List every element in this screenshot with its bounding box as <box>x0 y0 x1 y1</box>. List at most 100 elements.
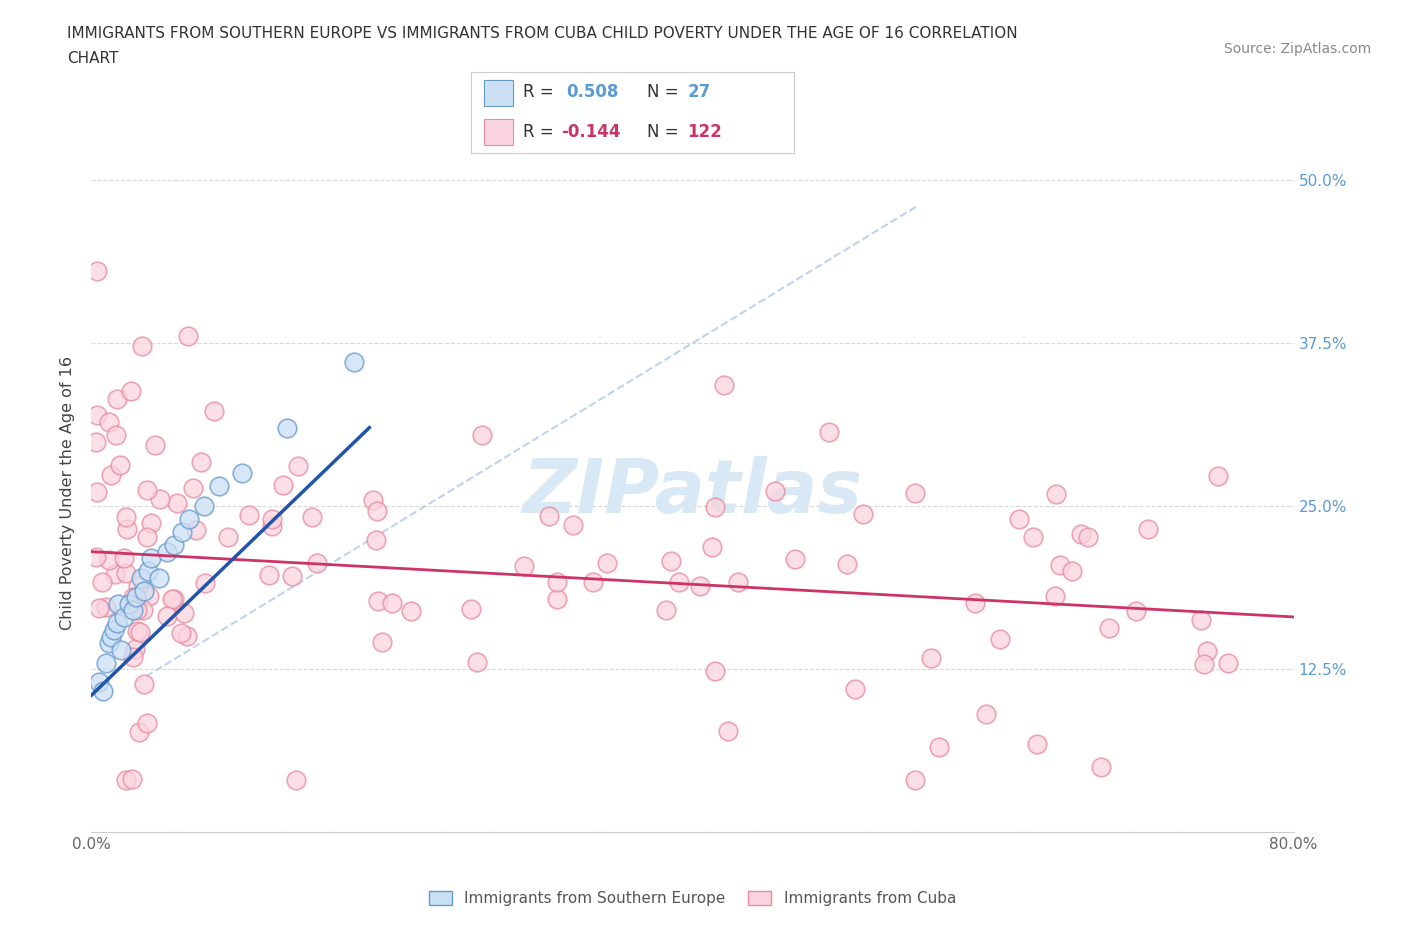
Point <box>136 530 159 545</box>
Point <box>160 591 183 606</box>
Point <box>121 772 143 787</box>
Point <box>361 492 384 507</box>
Point <box>713 378 735 392</box>
Point <box>170 525 193 539</box>
Point <box>1197 644 1219 658</box>
Point <box>1025 737 1047 751</box>
Point <box>1137 522 1160 537</box>
Point <box>149 491 172 506</box>
Point <box>181 481 204 496</box>
Text: 27: 27 <box>688 84 711 101</box>
Point <box>287 458 309 473</box>
Point <box>217 530 239 545</box>
Point <box>399 604 422 618</box>
Point <box>104 428 127 443</box>
Point <box>920 651 942 666</box>
Point <box>131 339 153 353</box>
Point <box>1216 656 1239 671</box>
Point <box>727 574 749 589</box>
Point <box>366 504 388 519</box>
Point <box>703 664 725 679</box>
Y-axis label: Child Poverty Under the Age of 16: Child Poverty Under the Age of 16 <box>60 356 76 630</box>
Point <box>852 506 875 521</box>
Legend: Immigrants from Southern Europe, Immigrants from Cuba: Immigrants from Southern Europe, Immigra… <box>429 891 956 906</box>
Point <box>93 684 115 698</box>
Point <box>546 591 568 606</box>
Point <box>177 329 200 344</box>
Point <box>1045 589 1067 604</box>
Point <box>129 570 152 585</box>
Text: IMMIGRANTS FROM SOUTHERN EUROPE VS IMMIGRANTS FROM CUBA CHILD POVERTY UNDER THE : IMMIGRANTS FROM SOUTHERN EUROPE VS IMMIG… <box>67 26 1018 41</box>
Point <box>818 424 841 439</box>
Point <box>717 724 740 738</box>
Point <box>121 649 143 664</box>
Point <box>98 415 121 430</box>
Point <box>1045 486 1067 501</box>
Point <box>194 576 217 591</box>
Point <box>1008 512 1031 526</box>
Point <box>654 603 676 618</box>
Point <box>381 596 404 611</box>
Point <box>702 539 724 554</box>
Point <box>100 468 122 483</box>
Point <box>124 642 146 657</box>
Point <box>281 568 304 583</box>
Text: R =: R = <box>523 123 554 141</box>
Point <box>465 654 488 669</box>
Point <box>108 458 131 472</box>
Point <box>118 596 141 611</box>
Point <box>86 263 108 278</box>
Text: 0.508: 0.508 <box>567 84 619 101</box>
Point <box>98 635 121 650</box>
Point <box>703 499 725 514</box>
Point <box>125 590 148 604</box>
Point <box>1125 604 1147 618</box>
Point <box>260 519 283 534</box>
Point <box>190 455 212 470</box>
Text: Source: ZipAtlas.com: Source: ZipAtlas.com <box>1223 42 1371 56</box>
Point <box>176 629 198 644</box>
Point <box>305 555 328 570</box>
Point <box>1022 529 1045 544</box>
Point <box>120 384 142 399</box>
Point <box>103 622 125 637</box>
Point <box>132 583 155 598</box>
Point <box>668 575 690 590</box>
Point <box>112 551 135 565</box>
Text: R =: R = <box>523 84 554 101</box>
Point <box>86 407 108 422</box>
Point <box>104 566 127 581</box>
Point <box>238 508 260 523</box>
Point <box>96 599 118 614</box>
Point <box>110 642 132 657</box>
Point <box>202 404 225 418</box>
Point <box>170 626 193 641</box>
Point <box>963 596 986 611</box>
Point <box>125 603 148 618</box>
Point <box>974 707 997 722</box>
Point <box>115 510 138 525</box>
Point <box>659 553 682 568</box>
Point <box>284 773 307 788</box>
Point <box>1077 530 1099 545</box>
Point <box>105 392 128 406</box>
Point <box>138 589 160 604</box>
Point <box>1206 469 1229 484</box>
Point <box>1189 612 1212 627</box>
Point <box>513 559 536 574</box>
Point <box>582 575 605 590</box>
Point <box>84 550 107 565</box>
Point <box>837 556 859 571</box>
Point <box>367 593 389 608</box>
Point <box>100 629 122 644</box>
Point <box>163 538 186 552</box>
Point <box>127 578 149 593</box>
Point <box>128 724 150 739</box>
Point <box>301 510 323 525</box>
Point <box>271 477 294 492</box>
Point <box>97 552 120 567</box>
Point <box>107 596 129 611</box>
Point <box>163 591 186 606</box>
Point <box>91 575 114 590</box>
Point <box>96 656 118 671</box>
